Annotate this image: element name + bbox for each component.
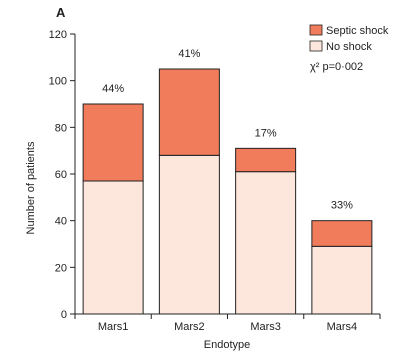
y-tick-label: 100 bbox=[49, 76, 67, 88]
bar-segment-no-shock bbox=[235, 171, 297, 315]
bar-segment-no-shock bbox=[158, 154, 220, 315]
bar-segment-septic-shock bbox=[235, 147, 297, 173]
bar-segment-septic-shock bbox=[82, 103, 144, 182]
bar-segment-septic-shock bbox=[311, 220, 373, 247]
bar-segment-no-shock bbox=[82, 180, 144, 315]
y-tick-label: 120 bbox=[49, 29, 67, 41]
legend: Septic shock No shock χ² p=0·002 bbox=[309, 24, 389, 73]
y-axis: 0 20 40 60 80 100 120 bbox=[49, 29, 76, 321]
y-tick-label: 60 bbox=[55, 169, 67, 181]
bar-segment-septic-shock bbox=[158, 68, 220, 156]
y-tick-label: 20 bbox=[55, 262, 67, 274]
bar-percent-label: 41% bbox=[178, 48, 200, 60]
y-tick-label: 80 bbox=[55, 122, 67, 134]
legend-label-septic-shock: Septic shock bbox=[326, 25, 389, 37]
bar-percent-label: 33% bbox=[331, 200, 353, 212]
bar-percent-label: 17% bbox=[255, 127, 277, 139]
bar-percent-label: 44% bbox=[102, 83, 124, 95]
x-axis: Mars1 Mars2 Mars3 Mars4 bbox=[74, 313, 381, 333]
panel-letter: A bbox=[56, 5, 66, 20]
bar-segment-no-shock bbox=[311, 245, 373, 315]
chi-square-annotation: χ² p=0·002 bbox=[310, 61, 363, 73]
y-tick-label: 0 bbox=[61, 309, 67, 321]
legend-swatch-septic-shock bbox=[309, 24, 323, 36]
x-tick-label: Mars1 bbox=[98, 321, 129, 333]
legend-swatch-no-shock bbox=[309, 40, 323, 52]
bar-percent-labels: 44% 41% 17% 33% bbox=[102, 48, 353, 212]
x-tick-label: Mars2 bbox=[174, 321, 205, 333]
x-tick-label: Mars3 bbox=[250, 321, 281, 333]
y-axis-title: Number of patients bbox=[25, 141, 37, 234]
bars bbox=[82, 68, 373, 315]
legend-label-no-shock: No shock bbox=[326, 41, 372, 53]
x-axis-title: Endotype bbox=[204, 339, 250, 351]
y-tick-label: 40 bbox=[55, 216, 67, 228]
x-tick-label: Mars4 bbox=[327, 321, 358, 333]
